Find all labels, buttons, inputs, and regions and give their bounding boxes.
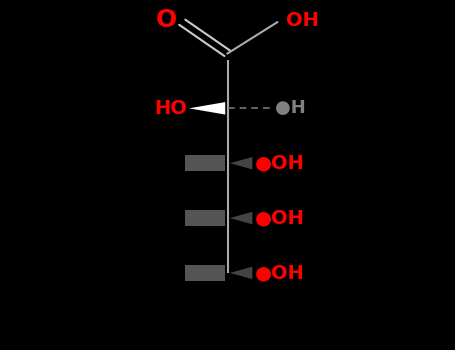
Polygon shape bbox=[185, 210, 225, 226]
Text: ●H: ●H bbox=[275, 99, 306, 117]
Text: ●OH: ●OH bbox=[255, 209, 304, 228]
Text: HO: HO bbox=[154, 99, 187, 118]
Polygon shape bbox=[185, 155, 225, 171]
Text: O: O bbox=[156, 8, 177, 33]
Text: OH: OH bbox=[286, 11, 319, 30]
Text: ●OH: ●OH bbox=[255, 154, 304, 173]
Polygon shape bbox=[185, 265, 225, 281]
Polygon shape bbox=[230, 157, 253, 169]
Polygon shape bbox=[230, 212, 253, 224]
Text: ●OH: ●OH bbox=[255, 264, 304, 282]
Polygon shape bbox=[230, 267, 253, 279]
Polygon shape bbox=[189, 102, 225, 114]
